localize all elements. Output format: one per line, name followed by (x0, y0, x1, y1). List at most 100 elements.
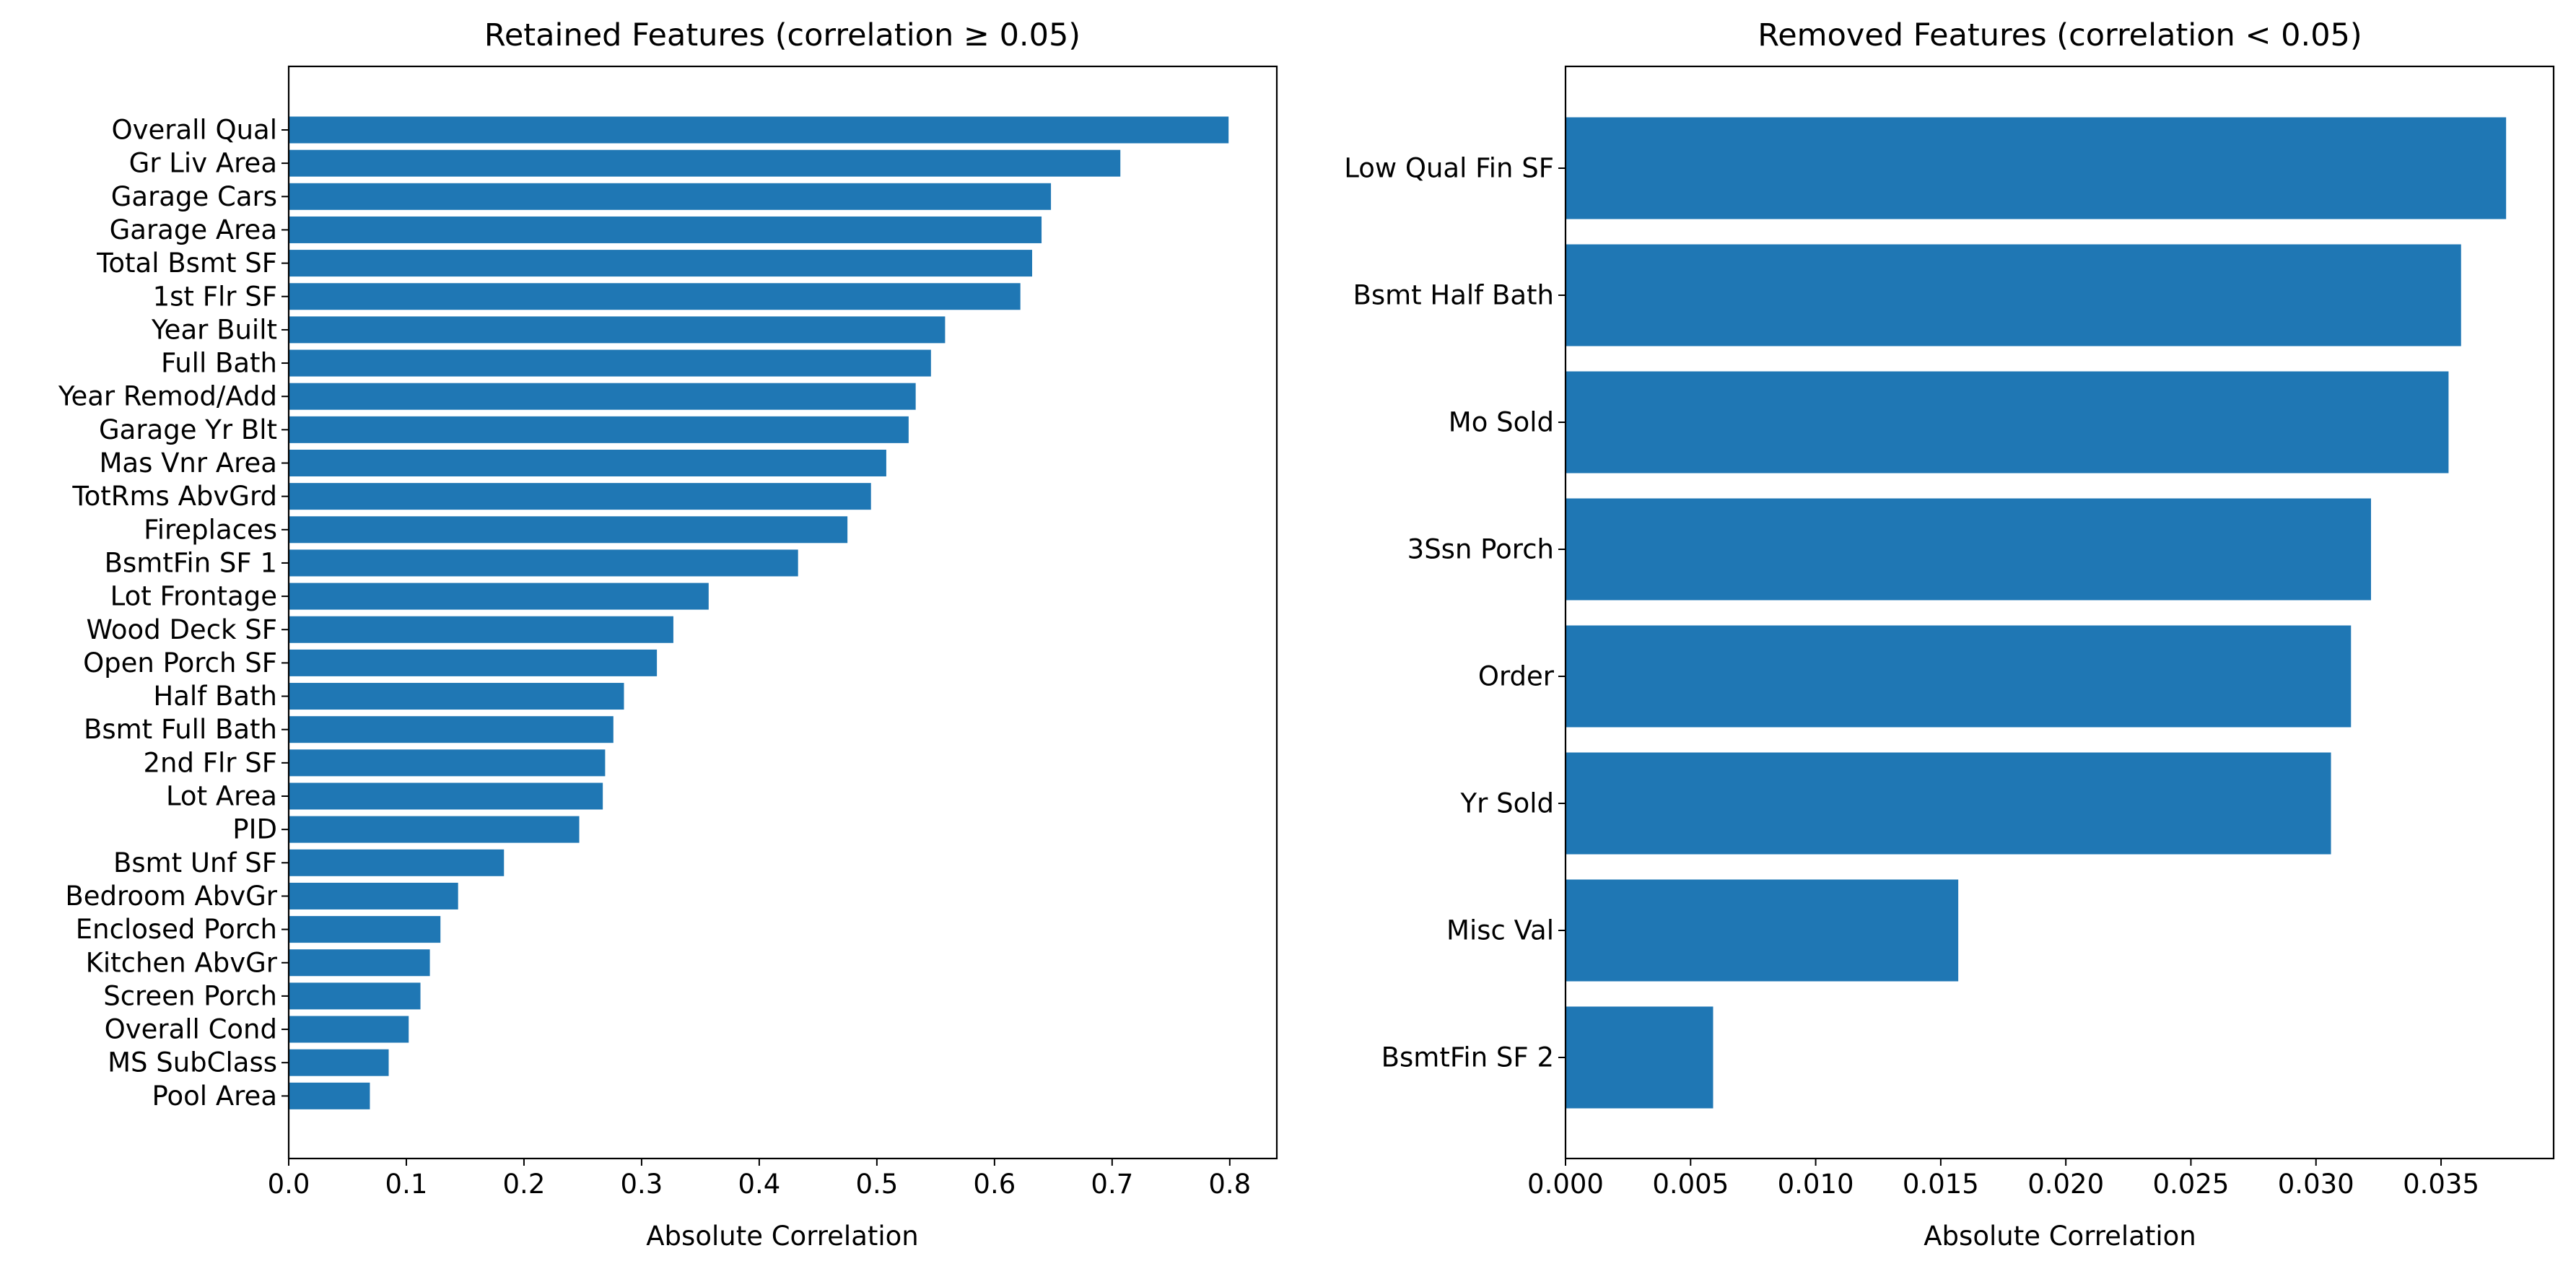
bar (289, 616, 673, 643)
category-label: Low Qual Fin SF (1344, 153, 1554, 184)
x-tick-label: 0.010 (1778, 1169, 1854, 1200)
category-label: Wood Deck SF (87, 614, 278, 645)
bar (289, 982, 421, 1010)
x-tick-label: 0.1 (385, 1169, 428, 1200)
category-label: 1st Flr SF (153, 281, 277, 312)
category-label: Bedroom AbvGr (65, 881, 277, 912)
bar (289, 1082, 370, 1109)
bar (289, 349, 931, 377)
x-tick-label: 0.3 (621, 1169, 663, 1200)
bar (289, 916, 441, 943)
bar (1566, 117, 2507, 219)
category-label: BsmtFin SF 1 (105, 547, 277, 578)
category-label: Misc Val (1446, 915, 1554, 946)
category-label: Lot Area (166, 781, 277, 812)
x-tick-label: 0.8 (1208, 1169, 1251, 1200)
category-label: Overall Cond (105, 1014, 277, 1045)
retained-features-chart: Retained Features (correlation ≥ 0.05) O… (58, 17, 1278, 1252)
x-tick-label: 0.035 (2403, 1169, 2479, 1200)
bar (1566, 371, 2449, 474)
bar (289, 1016, 409, 1043)
category-label: Order (1478, 661, 1555, 692)
category-label: Pool Area (152, 1081, 277, 1112)
bar (289, 316, 946, 344)
bar (289, 149, 1121, 177)
category-label: BsmtFin SF 2 (1381, 1042, 1554, 1073)
bar (289, 849, 505, 876)
category-label: Garage Area (110, 214, 277, 245)
x-tick-label: 0.020 (2027, 1169, 2104, 1200)
bar (289, 216, 1042, 243)
bar (289, 816, 580, 843)
category-label: PID (232, 814, 277, 845)
category-label: Garage Yr Blt (99, 414, 277, 445)
category-label: TotRms AbvGrd (71, 481, 277, 512)
category-label: Garage Cars (111, 181, 277, 212)
category-label: 2nd Flr SF (143, 747, 277, 778)
category-label: Lot Frontage (110, 581, 277, 612)
bar (289, 516, 848, 544)
x-tick-label: 0.7 (1091, 1169, 1133, 1200)
bar (1566, 1006, 1713, 1109)
category-label: Overall Qual (111, 115, 277, 146)
bar (1566, 498, 2371, 601)
x-tick-label: 0.000 (1527, 1169, 1604, 1200)
bar (289, 583, 709, 610)
x-tick-label: 0.030 (2278, 1169, 2354, 1200)
bar (289, 483, 871, 510)
category-label: Full Bath (161, 348, 277, 379)
bar (289, 116, 1229, 144)
value-axis: 0.000 0.005 0.010 0.015 0.020 0.025 0.030 0.035 (1527, 1159, 2479, 1200)
category-label: Enclosed Porch (76, 914, 277, 945)
x-tick-label: 0.5 (855, 1169, 898, 1200)
x-tick-label: 0.4 (738, 1169, 780, 1200)
category-label: Bsmt Full Bath (84, 714, 277, 745)
category-label: Bsmt Unf SF (113, 847, 277, 878)
bars-group (1566, 117, 2507, 1109)
removed-features-chart: Removed Features (correlation < 0.05) Lo… (1344, 17, 2555, 1252)
category-label: 3Ssn Porch (1407, 534, 1554, 565)
category-label: Kitchen AbvGr (86, 947, 278, 978)
category-label: Bsmt Half Bath (1353, 280, 1554, 311)
category-label: Screen Porch (103, 980, 277, 1011)
plot-frame (287, 65, 1278, 1160)
bar (289, 782, 603, 810)
x-tick-label: 0.015 (1903, 1169, 1979, 1200)
x-tick-label: 0.6 (973, 1169, 1016, 1200)
x-tick-label: 0.0 (268, 1169, 310, 1200)
bar (289, 183, 1052, 210)
bar (1566, 625, 2352, 728)
bars-group (289, 116, 1229, 1109)
x-axis-label: Absolute Correlation (1924, 1221, 2196, 1252)
category-label: Fireplaces (144, 514, 277, 545)
bar (289, 450, 886, 476)
category-label: Yr Sold (1460, 788, 1554, 819)
bar (289, 949, 430, 977)
category-label: Year Remod/Add (58, 381, 277, 412)
bar (1566, 244, 2461, 346)
value-axis: 0.0 0.1 0.2 0.3 0.4 0.5 0.6 0.7 0.8 (268, 1159, 1251, 1200)
category-label: Mo Sold (1449, 407, 1554, 438)
category-label: Open Porch SF (83, 647, 277, 679)
bar (289, 416, 909, 443)
category-label: Half Bath (153, 681, 277, 712)
bar (289, 1049, 389, 1076)
x-tick-label: 0.005 (1652, 1169, 1729, 1200)
bar (289, 749, 606, 777)
plot-frame (1564, 65, 2555, 1160)
bar (289, 882, 458, 909)
category-axis: Low Qual Fin SF Bsmt Half Bath Mo Sold 3Ssn… (1344, 153, 1566, 1073)
bar (289, 649, 658, 676)
bar (289, 250, 1033, 277)
bar (289, 283, 1021, 310)
category-label: Year Built (151, 314, 277, 345)
bar (1566, 752, 2331, 855)
x-tick-label: 0.025 (2152, 1169, 2229, 1200)
bar (1566, 879, 1959, 982)
category-label: Total Bsmt SF (96, 248, 277, 279)
chart-title: Retained Features (correlation ≥ 0.05) (484, 17, 1080, 53)
bar (289, 549, 798, 577)
chart-title: Removed Features (correlation < 0.05) (1758, 17, 2362, 53)
